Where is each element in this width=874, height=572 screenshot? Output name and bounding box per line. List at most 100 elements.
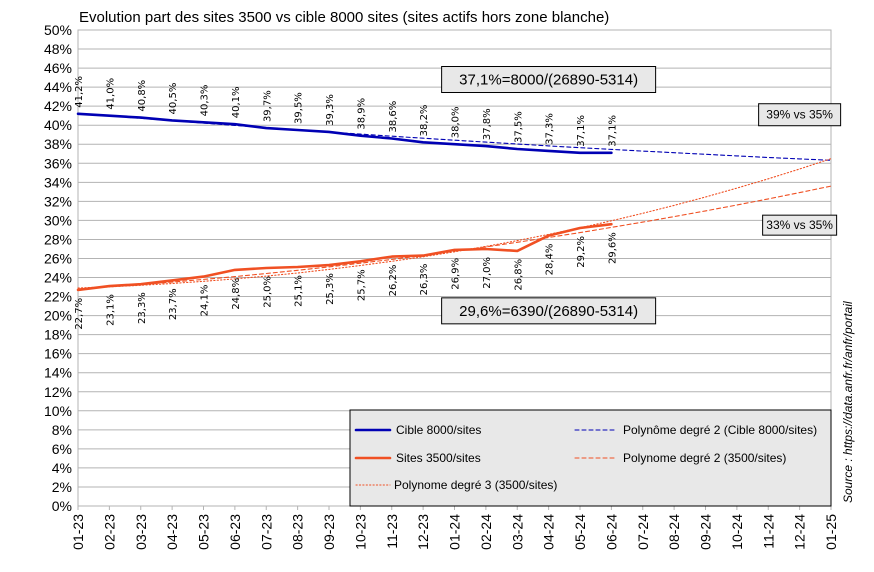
annotations: 37,1%=8000/(26890-5314) 29,6%=6390/(26890… — [441, 66, 842, 325]
y-tick-label: 10% — [44, 403, 72, 419]
source-text: Source : https://data.anfr.fr/anfr/porta… — [841, 301, 855, 503]
data-label: 26,8% — [513, 259, 524, 291]
data-label: 40,8% — [137, 80, 148, 112]
data-label: 25,7% — [356, 269, 367, 301]
x-tick-label: 10-23 — [352, 514, 368, 550]
y-tick-label: 44% — [44, 79, 72, 95]
y-tick-label: 26% — [44, 250, 72, 266]
y-tick-label: 40% — [44, 117, 72, 133]
x-tick-label: 03-24 — [509, 514, 525, 550]
data-label: 25,0% — [262, 276, 273, 308]
data-label: 28,4% — [545, 244, 556, 276]
data-label: 39,7% — [262, 90, 273, 122]
legend-label: Sites 3500/sites — [396, 451, 481, 465]
legend-label: Polynôme degré 2 (Cible 8000/sites) — [623, 423, 817, 437]
data-label: 37,1% — [607, 115, 618, 147]
data-label: 37,1% — [576, 115, 587, 147]
x-tick-label: 01-25 — [823, 514, 839, 550]
x-tick-label: 04-23 — [164, 514, 180, 550]
data-label: 26,9% — [451, 258, 462, 290]
x-tick-label: 10-24 — [729, 514, 745, 550]
x-tick-label: 07-23 — [258, 514, 274, 550]
data-label: 22,7% — [74, 298, 85, 330]
y-tick-label: 32% — [44, 193, 72, 209]
legend-label: Cible 8000/sites — [396, 423, 481, 437]
x-tick-label: 12-23 — [415, 514, 431, 550]
x-tick-label: 09-24 — [698, 514, 714, 550]
y-tick-label: 16% — [44, 346, 72, 362]
data-label: 23,3% — [137, 292, 148, 324]
data-label: 27,0% — [482, 257, 493, 289]
x-tick-label: 01-23 — [70, 514, 86, 550]
data-labels: 41,2% 41,0% 40,8% 40,5% 40,3% 40,1% 39,7% 39,5%… — [74, 76, 618, 330]
data-label: 40,1% — [231, 86, 242, 118]
data-label: 40,5% — [168, 83, 179, 115]
y-tick-label: 20% — [44, 308, 72, 324]
annotation-box — [441, 297, 657, 325]
x-tick-label: 12-24 — [792, 514, 808, 550]
data-label: 41,0% — [105, 78, 116, 110]
x-tick-label: 03-23 — [133, 514, 149, 550]
x-tick-label: 05-23 — [196, 514, 212, 550]
axes: 0% 2% 4% 6% 8% 10% 12% 14% 16% 18% 20% 22% 24% 26% 28%… — [44, 22, 839, 550]
annotation-text: 37,1%=8000/(26890-5314) — [459, 72, 638, 89]
annotation-box — [758, 103, 842, 127]
annotation-box — [441, 66, 657, 94]
y-tick-label: 30% — [44, 212, 72, 228]
series-lines — [76, 112, 832, 292]
data-label: 23,7% — [168, 288, 179, 320]
x-tick-label: 07-24 — [635, 514, 651, 550]
x-tick-label: 06-23 — [227, 514, 243, 550]
chart-title: Evolution part des sites 3500 vs cible 8… — [79, 9, 609, 26]
data-label: 38,6% — [388, 101, 399, 133]
y-tick-label: 50% — [44, 22, 72, 38]
data-label: 26,2% — [388, 265, 399, 297]
x-tick-label: 08-24 — [666, 514, 682, 550]
series-line-4 — [77, 158, 832, 289]
series-line-1 — [76, 222, 613, 292]
data-label: 26,3% — [419, 264, 430, 296]
data-label: 25,1% — [294, 275, 305, 307]
y-tick-label: 2% — [52, 479, 72, 495]
y-tick-label: 14% — [44, 365, 72, 381]
x-tick-label: 01-24 — [447, 514, 463, 550]
annotation-box — [762, 214, 838, 236]
data-label: 40,3% — [200, 85, 211, 117]
x-tick-label: 11-24 — [760, 514, 776, 549]
data-label: 41,2% — [74, 76, 85, 108]
data-label: 38,9% — [356, 98, 367, 130]
y-tick-label: 24% — [44, 270, 72, 286]
y-tick-label: 6% — [52, 441, 72, 457]
y-tick-label: 12% — [44, 384, 72, 400]
data-label: 38,2% — [419, 105, 430, 137]
x-tick-label: 05-24 — [572, 514, 588, 550]
y-tick-label: 4% — [52, 460, 72, 476]
y-tick-label: 36% — [44, 155, 72, 171]
annotation-text: 29,6%=6390/(26890-5314) — [459, 303, 638, 320]
x-tick-label: 02-23 — [101, 514, 117, 550]
y-tick-label: 34% — [44, 174, 72, 190]
data-label: 39,5% — [294, 92, 305, 124]
y-tick-label: 48% — [44, 41, 72, 57]
y-tick-label: 42% — [44, 98, 72, 114]
y-tick-label: 8% — [52, 422, 72, 438]
data-label: 29,6% — [607, 232, 618, 264]
legend: Cible 8000/sites Polynôme degré 2 (Cible … — [349, 409, 832, 507]
data-label: 37,8% — [482, 108, 493, 140]
x-tick-label: 02-24 — [478, 514, 494, 550]
y-tick-label: 18% — [44, 327, 72, 343]
data-label: 24,8% — [231, 278, 242, 310]
data-label: 29,2% — [576, 236, 587, 268]
data-label: 24,1% — [200, 285, 211, 317]
series-line-0 — [76, 112, 613, 155]
x-tick-label: 11-23 — [384, 514, 400, 549]
y-tick-label: 28% — [44, 231, 72, 247]
annotation-text: 33% vs 35% — [766, 218, 833, 232]
legend-label: Polynome degré 2 (3500/sites) — [623, 451, 786, 465]
y-tick-label: 38% — [44, 136, 72, 152]
data-label: 37,5% — [513, 111, 524, 143]
x-tick-label: 08-23 — [290, 514, 306, 550]
data-label: 39,3% — [325, 94, 336, 126]
x-tick-label: 09-23 — [321, 514, 337, 550]
